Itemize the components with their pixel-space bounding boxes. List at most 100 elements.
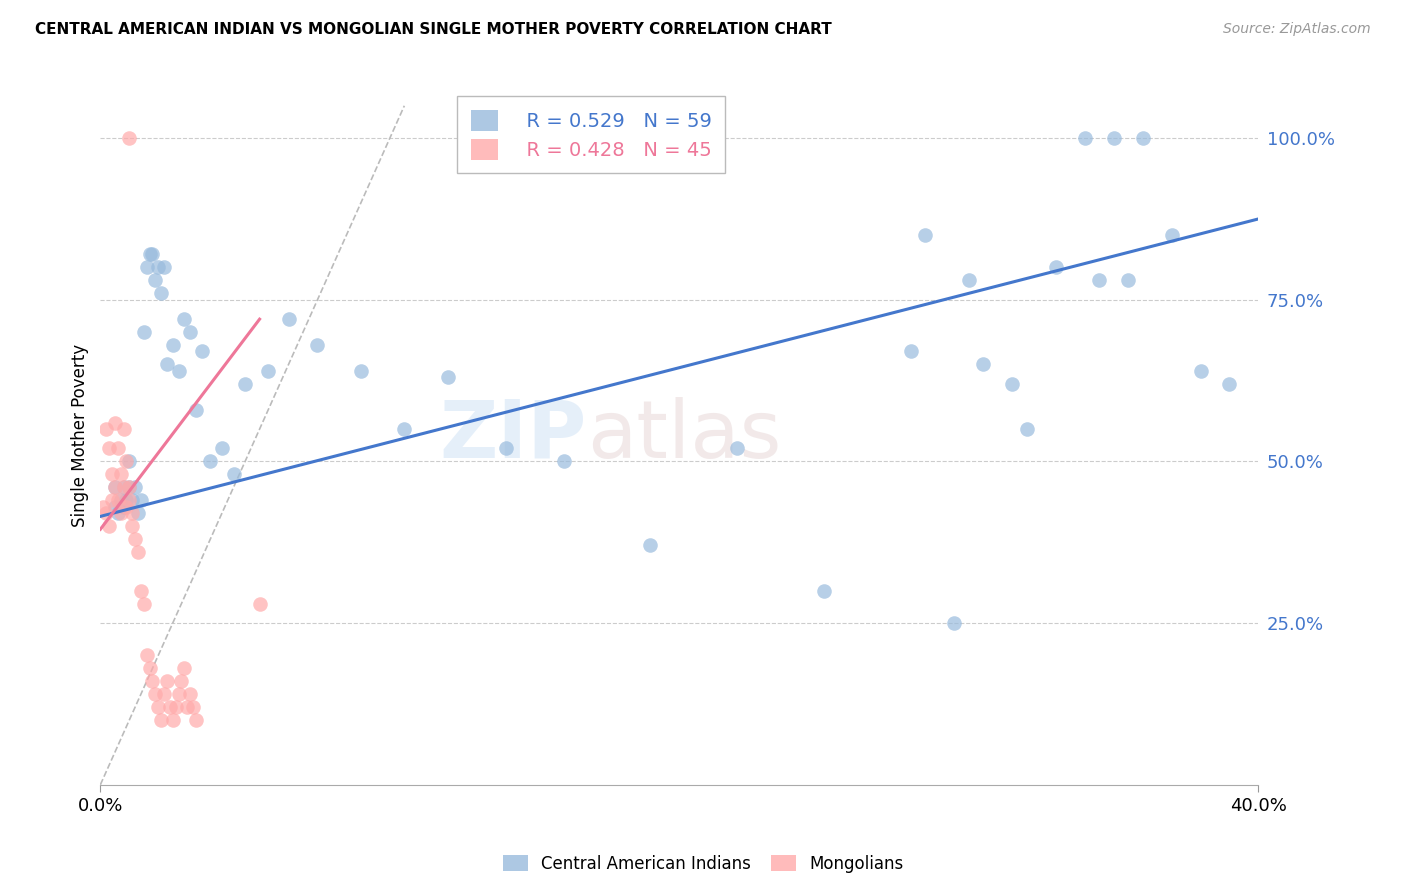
Point (184, 713, 207, 727)
Point (107, 493, 129, 508)
Text: CENTRAL AMERICAN INDIAN VS MONGOLIAN SINGLE MOTHER POVERTY CORRELATION CHART: CENTRAL AMERICAN INDIAN VS MONGOLIAN SIN… (35, 22, 832, 37)
Point (211, 442, 233, 456)
Point (900, 344, 922, 359)
Point (107, 506, 129, 520)
Point (118, 131, 141, 145)
Point (162, 713, 184, 727)
Point (1001, 376, 1024, 391)
Point (135, 260, 157, 275)
Text: Source: ZipAtlas.com: Source: ZipAtlas.com (1223, 22, 1371, 37)
Point (167, 687, 190, 701)
Text: ZIP: ZIP (440, 397, 586, 475)
Point (173, 312, 195, 326)
Point (1189, 364, 1212, 378)
Point (121, 493, 143, 508)
Point (118, 493, 141, 508)
Point (104, 416, 127, 430)
Point (277, 312, 299, 326)
Point (972, 358, 994, 372)
Point (1132, 131, 1154, 145)
Point (1015, 422, 1038, 436)
Point (148, 260, 170, 275)
Point (94, 422, 117, 436)
Point (307, 338, 329, 352)
Point (110, 506, 132, 520)
Point (98, 519, 121, 533)
Point (957, 273, 980, 287)
Point (118, 480, 141, 494)
Point (1073, 131, 1095, 145)
Point (132, 597, 155, 611)
Point (112, 500, 135, 514)
Point (1102, 131, 1125, 145)
Point (436, 370, 458, 384)
Point (179, 325, 201, 339)
Point (725, 442, 748, 456)
Point (167, 364, 190, 378)
Point (104, 480, 127, 494)
Point (141, 674, 163, 689)
Point (165, 700, 187, 714)
Point (124, 532, 146, 546)
Point (124, 480, 146, 494)
Point (1218, 376, 1240, 391)
Point (1045, 260, 1067, 275)
Point (110, 493, 132, 508)
Point (1088, 273, 1111, 287)
Point (222, 467, 245, 482)
Point (91, 500, 114, 514)
Point (200, 454, 222, 468)
Point (156, 674, 179, 689)
Point (121, 519, 143, 533)
Point (94, 506, 117, 520)
Point (135, 648, 157, 663)
Point (127, 506, 149, 520)
Point (179, 687, 201, 701)
Point (153, 260, 176, 275)
Point (159, 700, 181, 714)
Point (112, 480, 135, 494)
Point (115, 454, 138, 468)
Point (121, 506, 143, 520)
Point (104, 480, 127, 494)
Point (129, 493, 152, 508)
Point (156, 358, 179, 372)
Point (233, 376, 256, 391)
Point (138, 661, 160, 675)
Point (553, 454, 575, 468)
Point (150, 286, 173, 301)
Point (143, 273, 166, 287)
Legend:   R = 0.529   N = 59,   R = 0.428   N = 45: R = 0.529 N = 59, R = 0.428 N = 45 (457, 96, 725, 173)
Point (112, 480, 135, 494)
Point (495, 442, 517, 456)
Point (249, 597, 271, 611)
Point (394, 422, 416, 436)
Point (104, 500, 127, 514)
Point (148, 700, 170, 714)
Point (141, 247, 163, 261)
Point (98, 442, 121, 456)
Point (914, 228, 936, 243)
Point (1116, 273, 1139, 287)
Point (153, 687, 176, 701)
Text: atlas: atlas (586, 397, 782, 475)
Point (127, 545, 149, 559)
Point (138, 247, 160, 261)
Point (118, 454, 141, 468)
Y-axis label: Single Mother Poverty: Single Mother Poverty (72, 344, 89, 527)
Point (190, 344, 212, 359)
Point (257, 364, 280, 378)
Point (181, 700, 204, 714)
Point (173, 661, 195, 675)
Point (112, 422, 135, 436)
Point (101, 493, 124, 508)
Point (110, 467, 132, 482)
Point (150, 713, 173, 727)
Point (162, 338, 184, 352)
Point (143, 687, 166, 701)
Point (118, 480, 141, 494)
Point (107, 442, 129, 456)
Point (350, 364, 373, 378)
Point (176, 700, 198, 714)
Point (101, 467, 124, 482)
